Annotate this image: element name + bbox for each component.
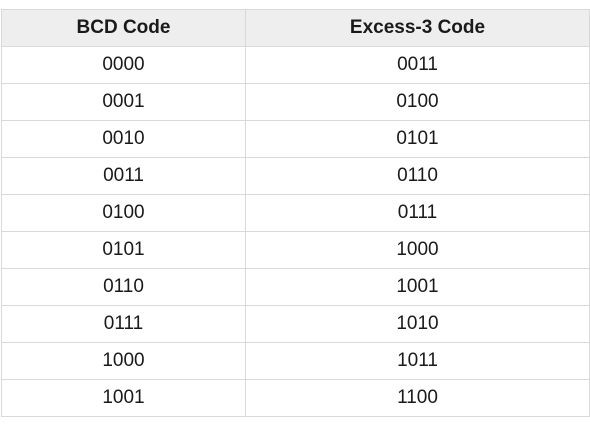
table-row: 1000 1011 bbox=[1, 342, 590, 380]
excess3-cell: 1010 bbox=[245, 305, 590, 343]
excess3-cell: 0100 bbox=[245, 83, 590, 121]
bcd-cell: 0001 bbox=[1, 83, 246, 121]
bcd-cell: 0111 bbox=[1, 305, 246, 343]
table-header-row: BCD Code Excess-3 Code bbox=[1, 9, 590, 47]
column-header-excess3: Excess-3 Code bbox=[245, 9, 590, 47]
bcd-cell: 0010 bbox=[1, 120, 246, 158]
excess3-cell: 0111 bbox=[245, 194, 590, 232]
bcd-cell: 0101 bbox=[1, 231, 246, 269]
table-row: 0110 1001 bbox=[1, 268, 590, 306]
excess3-cell: 1001 bbox=[245, 268, 590, 306]
table-row: 0101 1000 bbox=[1, 231, 590, 269]
table-row: 0011 0110 bbox=[1, 157, 590, 195]
table-row: 0001 0100 bbox=[1, 83, 590, 121]
bcd-cell: 0110 bbox=[1, 268, 246, 306]
excess3-cell: 0101 bbox=[245, 120, 590, 158]
excess3-cell: 1100 bbox=[245, 379, 590, 417]
bcd-cell: 0011 bbox=[1, 157, 246, 195]
table-row: 1001 1100 bbox=[1, 379, 590, 417]
table-row: 0111 1010 bbox=[1, 305, 590, 343]
bcd-cell: 1001 bbox=[1, 379, 246, 417]
table-row: 0100 0111 bbox=[1, 194, 590, 232]
bcd-cell: 1000 bbox=[1, 342, 246, 380]
bcd-cell: 0000 bbox=[1, 46, 246, 84]
excess3-cell: 0110 bbox=[245, 157, 590, 195]
column-header-bcd: BCD Code bbox=[1, 9, 246, 47]
bcd-excess3-table: BCD Code Excess-3 Code 0000 0011 0001 01… bbox=[1, 9, 590, 417]
table-row: 0010 0101 bbox=[1, 120, 590, 158]
excess3-cell: 0011 bbox=[245, 46, 590, 84]
excess3-cell: 1011 bbox=[245, 342, 590, 380]
bcd-cell: 0100 bbox=[1, 194, 246, 232]
table-row: 0000 0011 bbox=[1, 46, 590, 84]
excess3-cell: 1000 bbox=[245, 231, 590, 269]
